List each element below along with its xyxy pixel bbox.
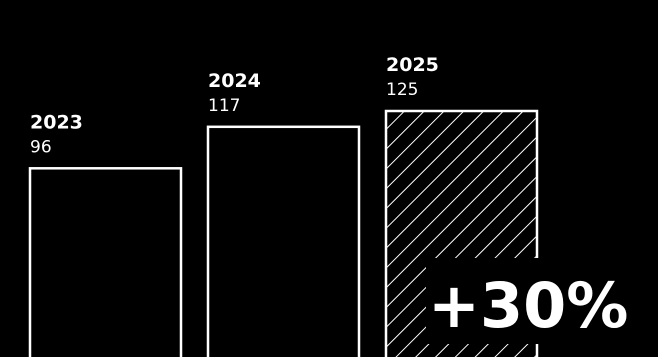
growth-callout: +30%	[426, 258, 648, 344]
value-label-2025: 125	[386, 80, 418, 100]
category-label-2023: 2023	[30, 111, 83, 133]
category-label-2025: 2025	[386, 54, 439, 76]
bar-2023	[28, 167, 183, 357]
category-label-2024: 2024	[208, 70, 261, 92]
value-label-2024: 117	[208, 96, 240, 116]
callout-background	[426, 258, 648, 344]
labels-group: 2023 96 2024 117 2025 125	[30, 54, 439, 157]
bar-2024	[206, 125, 361, 357]
callout-text: +30%	[428, 269, 628, 342]
value-label-2023: 96	[30, 137, 52, 157]
